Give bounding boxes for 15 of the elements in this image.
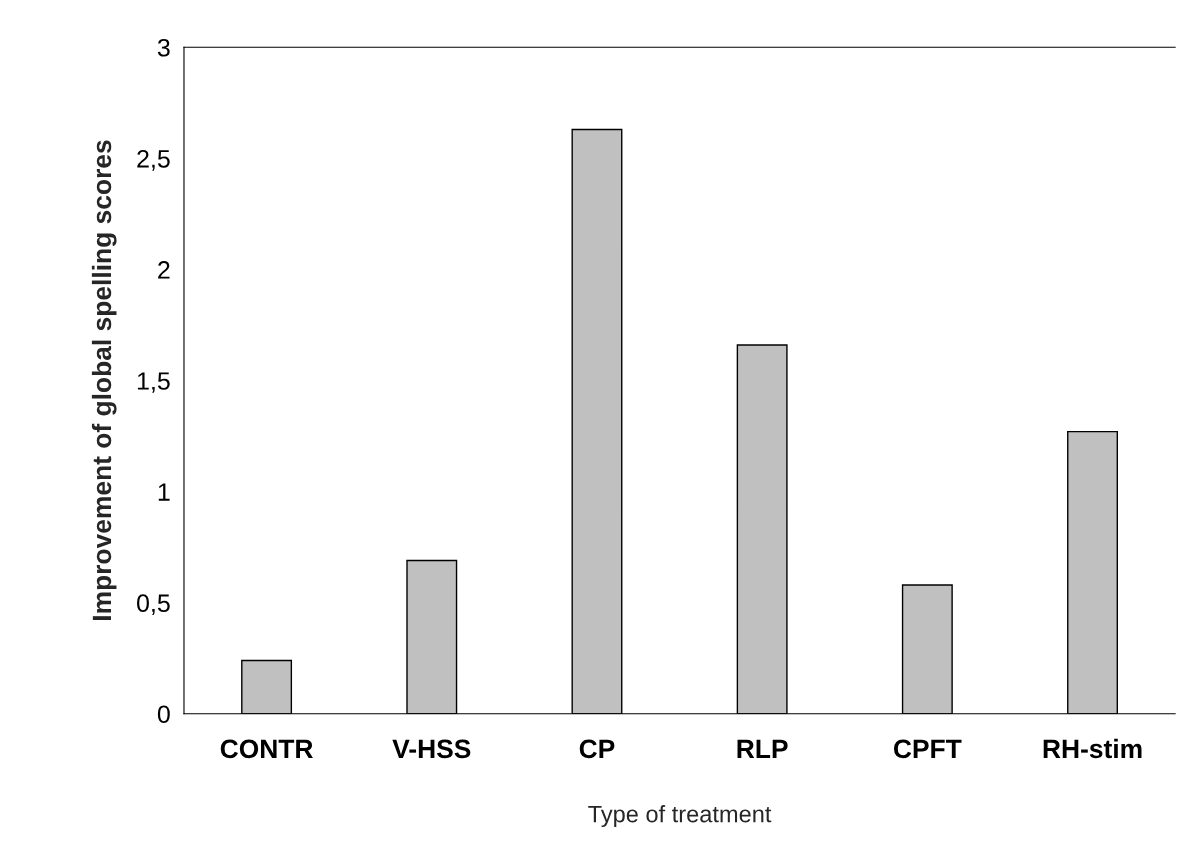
x-axis-title: Type of treatment (588, 805, 772, 828)
x-tick-label: RLP (737, 739, 788, 758)
x-tick-label: CONTR (220, 739, 313, 759)
y-tick-label: 1,5 (137, 372, 170, 393)
y-tick-label: 0 (157, 705, 170, 724)
y-axis-title: Improvement of global spelling scores (91, 140, 117, 620)
y-tick-label: 0,5 (137, 594, 170, 615)
y-tick-label: 2 (158, 261, 170, 279)
x-tick-label: CP (579, 739, 615, 759)
y-tick-label: 3 (157, 38, 170, 57)
x-tick-label: RH-stim (1043, 738, 1142, 759)
x-tick-label: V-HSS (392, 739, 471, 759)
x-tick-label: CPFT (893, 739, 962, 759)
y-tick-label: 2,5 (137, 149, 170, 171)
y-tick-label: 1 (158, 483, 170, 501)
